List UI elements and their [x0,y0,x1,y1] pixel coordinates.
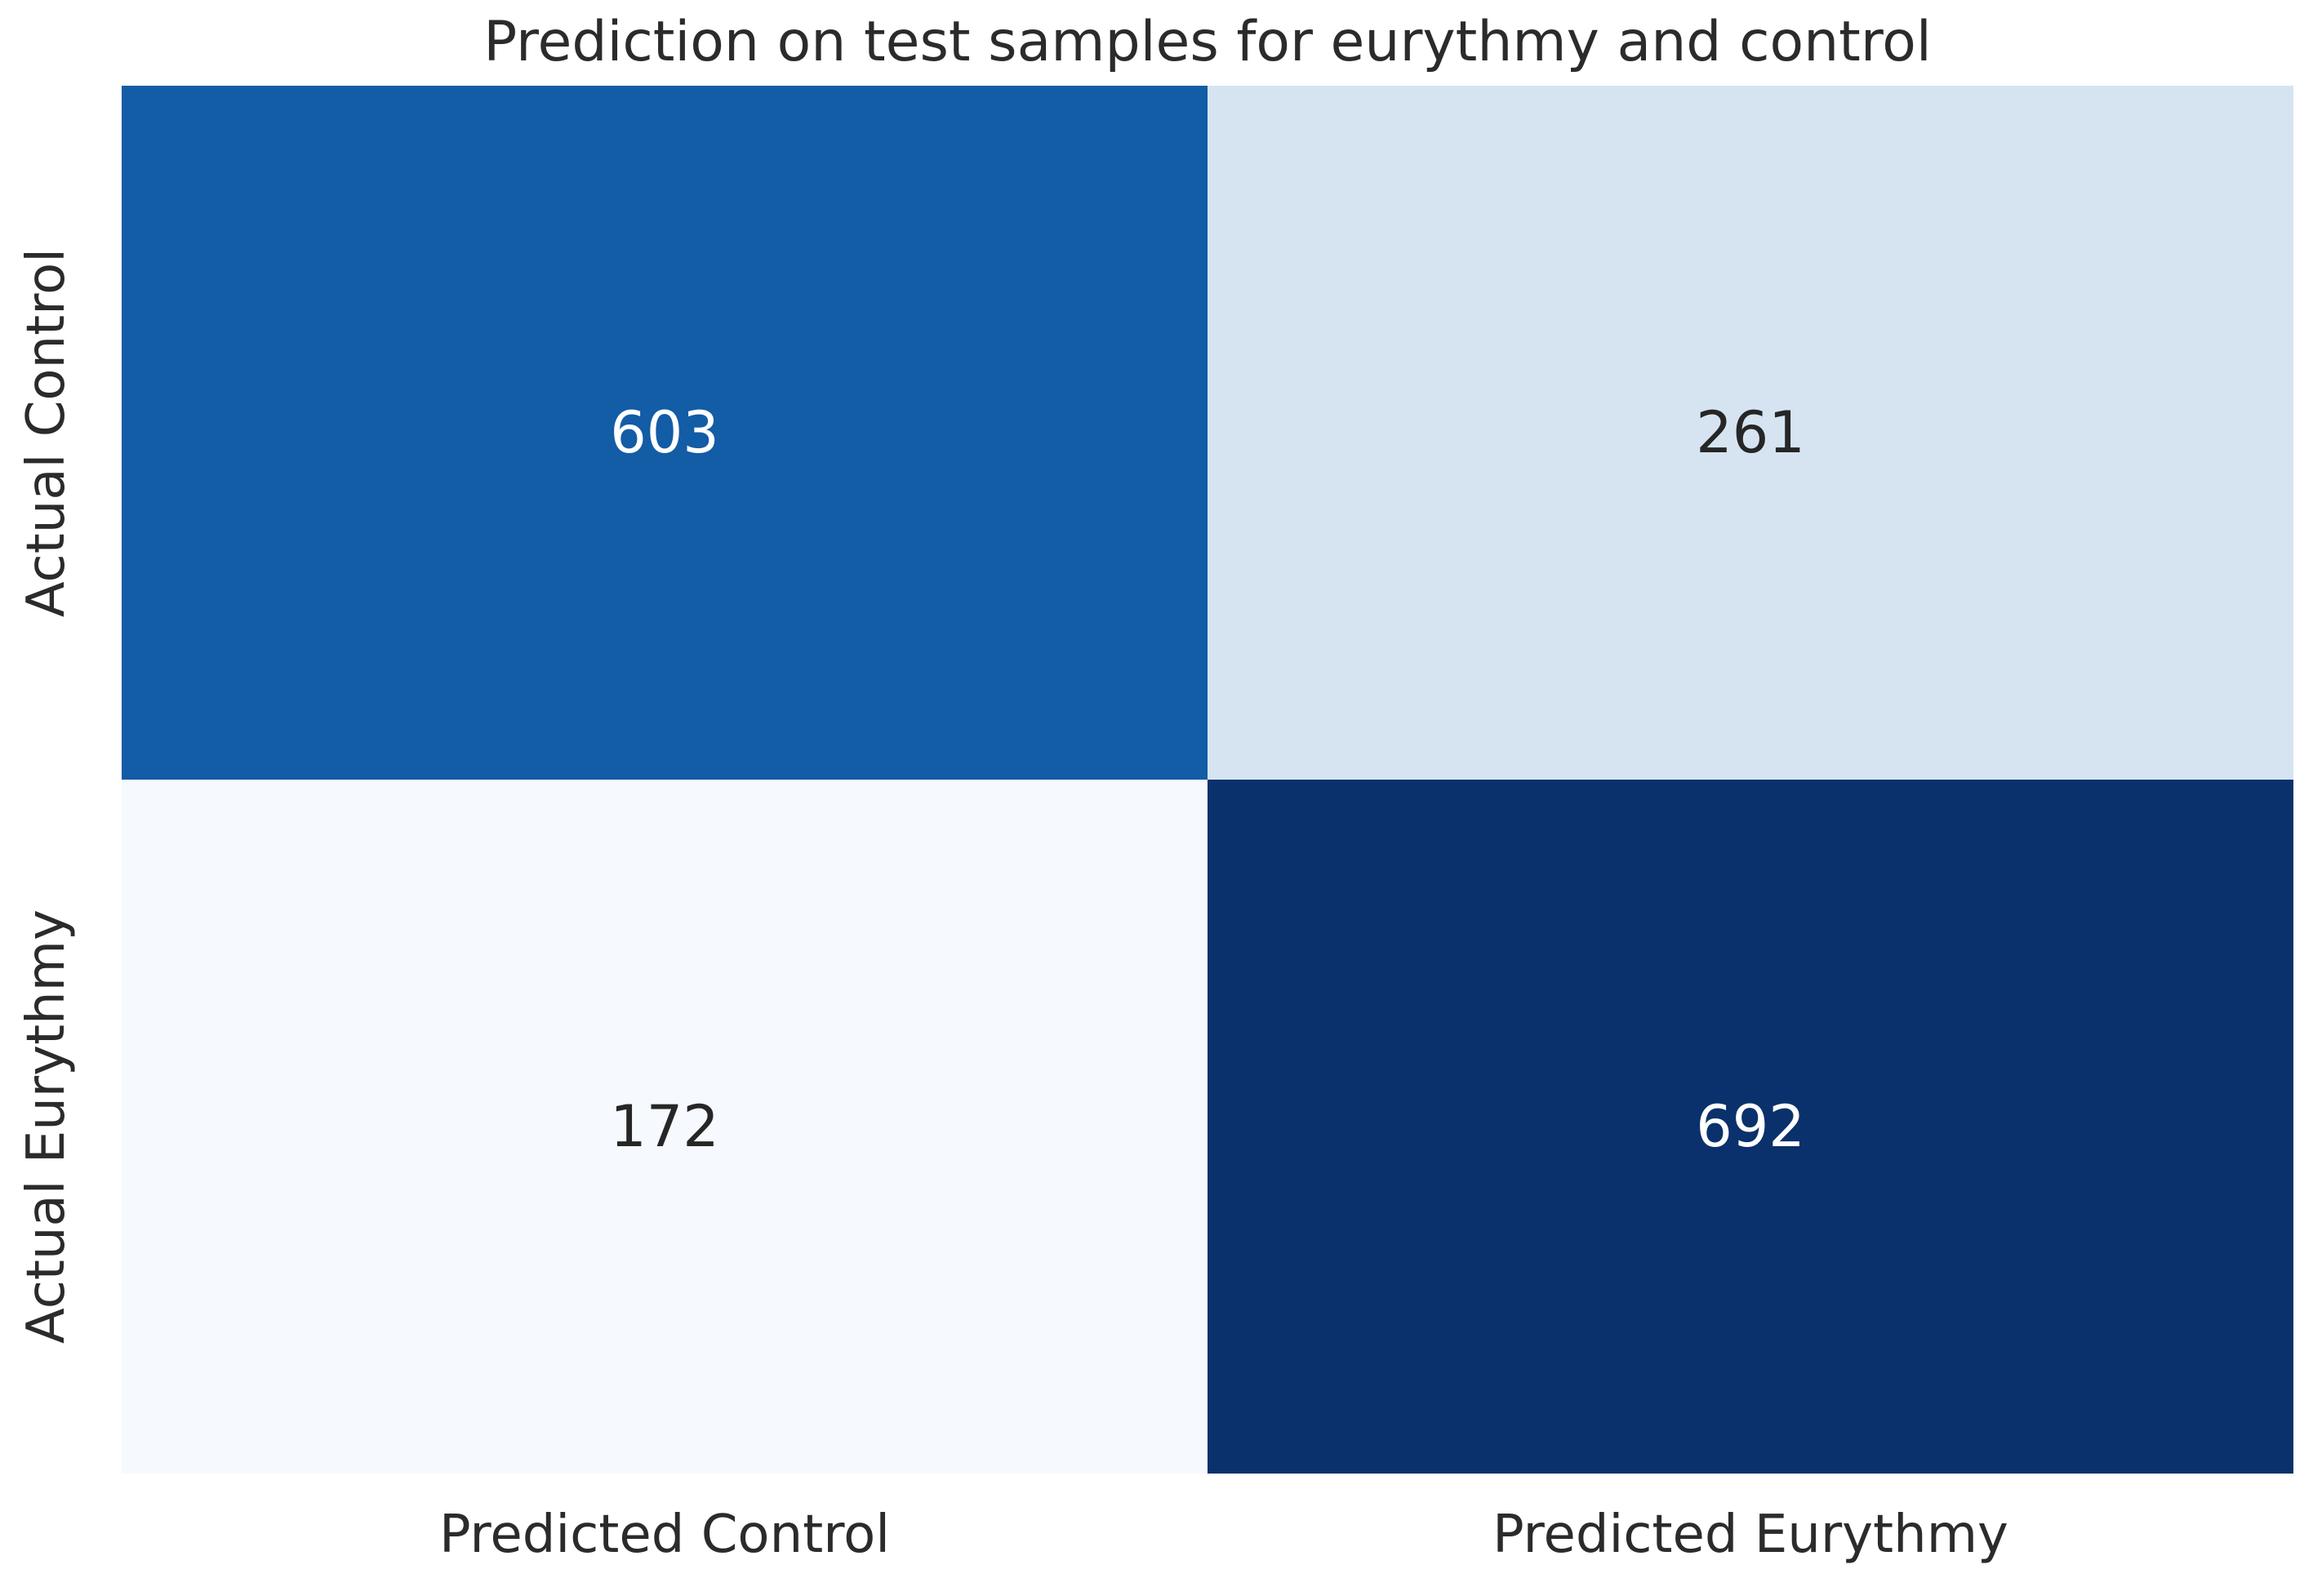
heatmap-cell-actual-control-predicted-control: 603 [122,86,1208,780]
chart-title: Prediction on test samples for eurythmy … [483,10,1932,74]
y-tick-label-actual-eurythmy: Actual Eurythmy [16,909,77,1344]
heatmap-cell-actual-eurythmy-predicted-control: 172 [122,780,1208,1474]
heatmap-cell-actual-control-predicted-eurythmy: 261 [1208,86,2293,780]
y-tick-label-actual-control: Actual Control [16,247,77,618]
x-tick-label-predicted-eurythmy: Predicted Eurythmy [1492,1505,2008,1565]
x-tick-labels-row: Predicted Control Predicted Eurythmy [122,1474,2293,1596]
x-tick-label-predicted-control: Predicted Control [438,1505,891,1565]
heatmap-grid: 603 261 172 692 [122,86,2293,1474]
heatmap-cell-actual-eurythmy-predicted-eurythmy: 692 [1208,780,2293,1474]
